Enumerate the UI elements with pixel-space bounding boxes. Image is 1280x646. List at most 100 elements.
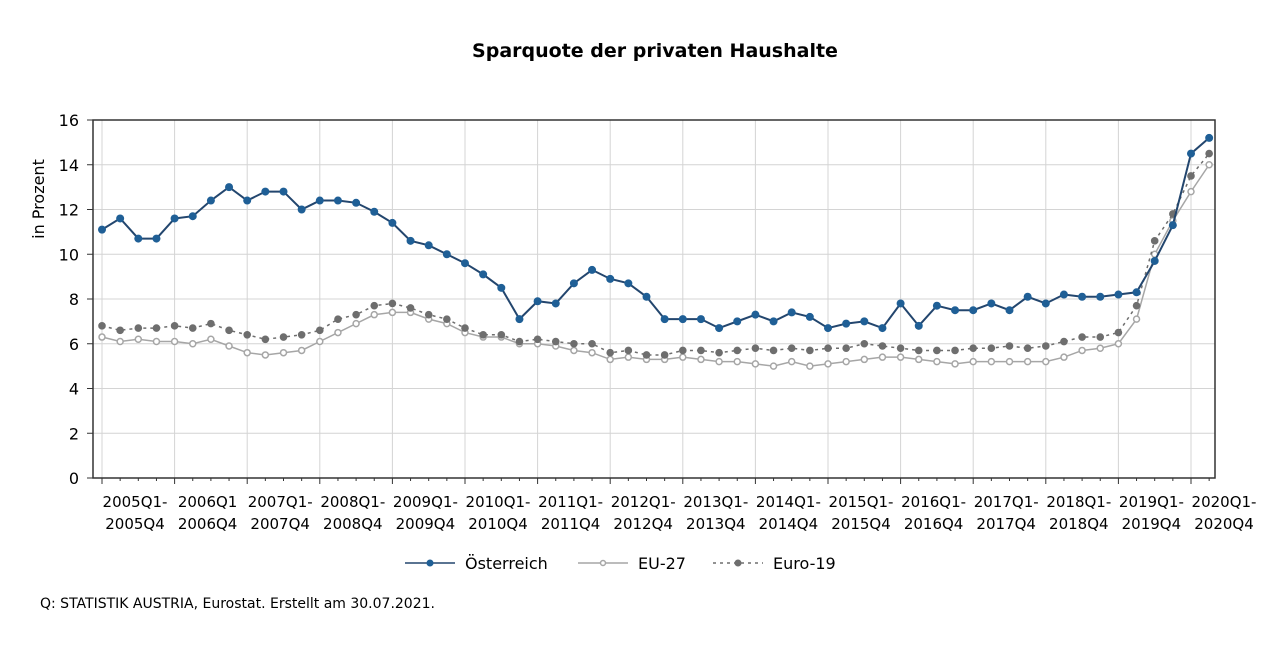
data-point bbox=[951, 360, 959, 368]
data-point bbox=[134, 234, 143, 243]
data-point bbox=[951, 346, 959, 355]
legend-label: Österreich bbox=[465, 554, 548, 573]
data-point bbox=[116, 326, 124, 335]
data-point bbox=[969, 344, 977, 353]
data-point bbox=[1150, 237, 1159, 245]
data-point bbox=[297, 346, 306, 355]
data-point bbox=[370, 207, 379, 216]
data-point bbox=[932, 301, 941, 310]
data-point bbox=[370, 301, 379, 310]
data-point bbox=[715, 348, 723, 357]
data-point bbox=[1168, 221, 1177, 230]
data-point bbox=[606, 348, 614, 357]
data-point bbox=[279, 187, 288, 196]
data-point bbox=[860, 355, 869, 364]
data-point bbox=[1042, 357, 1050, 366]
data-point bbox=[842, 357, 850, 366]
data-point bbox=[297, 331, 306, 339]
data-point bbox=[261, 351, 270, 359]
data-point bbox=[243, 348, 251, 357]
data-point bbox=[1096, 333, 1105, 341]
data-point bbox=[842, 344, 850, 353]
data-point bbox=[1150, 256, 1159, 265]
data-point bbox=[1023, 292, 1032, 301]
data-point bbox=[896, 344, 905, 353]
data-point bbox=[642, 292, 651, 301]
data-point bbox=[660, 351, 669, 359]
data-point bbox=[497, 283, 506, 292]
data-point bbox=[733, 317, 742, 326]
data-point bbox=[1132, 301, 1141, 310]
data-point bbox=[896, 299, 905, 308]
data-point bbox=[860, 339, 869, 348]
y-axis-label: in Prozent bbox=[29, 159, 48, 239]
x-tick-label: 2019Q4 bbox=[1122, 515, 1182, 533]
data-point bbox=[515, 315, 524, 324]
data-point bbox=[116, 214, 125, 223]
data-point bbox=[696, 315, 705, 324]
data-point bbox=[751, 344, 760, 353]
data-point bbox=[987, 344, 996, 353]
y-tick-label: 8 bbox=[69, 290, 79, 309]
data-point bbox=[1114, 328, 1123, 337]
data-point bbox=[951, 306, 960, 315]
data-point bbox=[551, 337, 560, 346]
x-tick-label: 2012Q1- bbox=[611, 493, 676, 511]
data-point bbox=[806, 346, 814, 355]
data-point bbox=[1059, 290, 1068, 299]
data-point bbox=[624, 353, 633, 361]
x-tick-label: 2009Q4 bbox=[396, 515, 456, 533]
x-tick-label: 2013Q1- bbox=[683, 493, 748, 511]
data-point bbox=[479, 270, 488, 279]
data-point bbox=[733, 346, 742, 355]
data-point bbox=[1132, 315, 1141, 323]
data-point bbox=[896, 353, 905, 361]
data-point bbox=[479, 331, 487, 339]
data-point bbox=[1005, 357, 1014, 366]
data-point bbox=[515, 337, 524, 346]
data-point bbox=[678, 315, 687, 324]
data-point bbox=[915, 355, 923, 364]
data-point bbox=[769, 317, 778, 326]
data-point bbox=[188, 324, 197, 332]
x-tick-label: 2011Q1- bbox=[538, 493, 603, 511]
data-point bbox=[987, 357, 996, 366]
data-point bbox=[1205, 149, 1213, 158]
data-point bbox=[316, 326, 324, 335]
data-point bbox=[170, 214, 179, 223]
data-point bbox=[152, 324, 161, 332]
data-point bbox=[842, 319, 851, 328]
data-point bbox=[406, 304, 415, 312]
data-point bbox=[551, 299, 560, 308]
data-point bbox=[933, 357, 941, 366]
x-tick-label: 2014Q4 bbox=[759, 515, 819, 533]
data-point bbox=[642, 351, 651, 359]
data-point bbox=[1060, 353, 1068, 361]
data-point bbox=[370, 310, 378, 319]
data-point bbox=[751, 310, 760, 319]
data-point bbox=[297, 205, 306, 214]
data-point bbox=[1041, 299, 1050, 308]
data-point bbox=[787, 344, 796, 353]
data-point bbox=[624, 279, 633, 288]
data-point bbox=[715, 357, 723, 366]
x-tick-label: 2018Q4 bbox=[1049, 515, 1109, 533]
data-point bbox=[914, 321, 923, 330]
data-point bbox=[1187, 149, 1195, 158]
data-point bbox=[442, 250, 451, 259]
data-point bbox=[715, 324, 724, 333]
data-point bbox=[533, 335, 542, 344]
data-point bbox=[787, 308, 796, 317]
data-point bbox=[206, 196, 215, 205]
data-point bbox=[878, 324, 887, 333]
data-point bbox=[352, 319, 360, 328]
x-tick-label: 2012Q4 bbox=[613, 515, 673, 533]
data-point bbox=[624, 346, 633, 355]
data-point bbox=[1205, 133, 1214, 142]
x-tick-label: 2010Q4 bbox=[468, 515, 528, 533]
data-point bbox=[243, 331, 251, 339]
x-tick-label: 2019Q1- bbox=[1119, 493, 1184, 511]
data-point bbox=[443, 315, 451, 323]
data-point bbox=[805, 312, 814, 321]
series-line-EU-27 bbox=[101, 164, 1210, 367]
